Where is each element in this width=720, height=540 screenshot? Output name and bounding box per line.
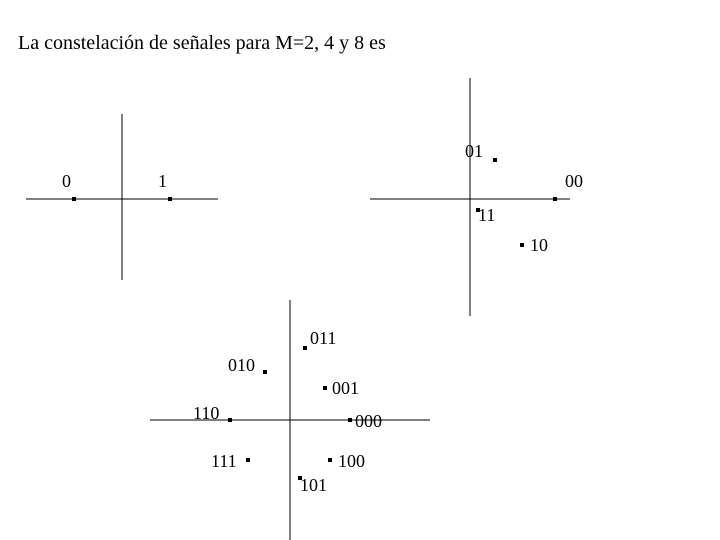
m2-label-0: 0 — [62, 172, 71, 190]
m4-label-11: 11 — [478, 206, 495, 224]
m8-label-100: 100 — [338, 452, 365, 470]
m8-label-111: 111 — [211, 452, 237, 470]
m8-point-000 — [348, 418, 352, 422]
m4-point-00 — [553, 197, 557, 201]
m8-label-001: 001 — [332, 379, 359, 397]
m8-label-000: 000 — [355, 412, 382, 430]
m8-point-011 — [303, 346, 307, 350]
m8-point-001 — [323, 386, 327, 390]
m8-label-011: 011 — [310, 329, 336, 347]
m4-label-01: 01 — [465, 142, 483, 160]
m8-point-100 — [328, 458, 332, 462]
m2-label-1: 1 — [158, 172, 167, 190]
m4-point-10 — [520, 243, 524, 247]
m4-point-01 — [493, 158, 497, 162]
m8-point-110 — [228, 418, 232, 422]
m8-label-010: 010 — [228, 356, 255, 374]
m8-label-101: 101 — [300, 476, 327, 494]
m8-label-110: 110 — [193, 404, 219, 422]
m8-point-010 — [263, 370, 267, 374]
m2-point-1 — [168, 197, 172, 201]
m4-label-10: 10 — [530, 236, 548, 254]
m8-point-111 — [246, 458, 250, 462]
m4-label-00: 00 — [565, 172, 583, 190]
m2-point-0 — [72, 197, 76, 201]
